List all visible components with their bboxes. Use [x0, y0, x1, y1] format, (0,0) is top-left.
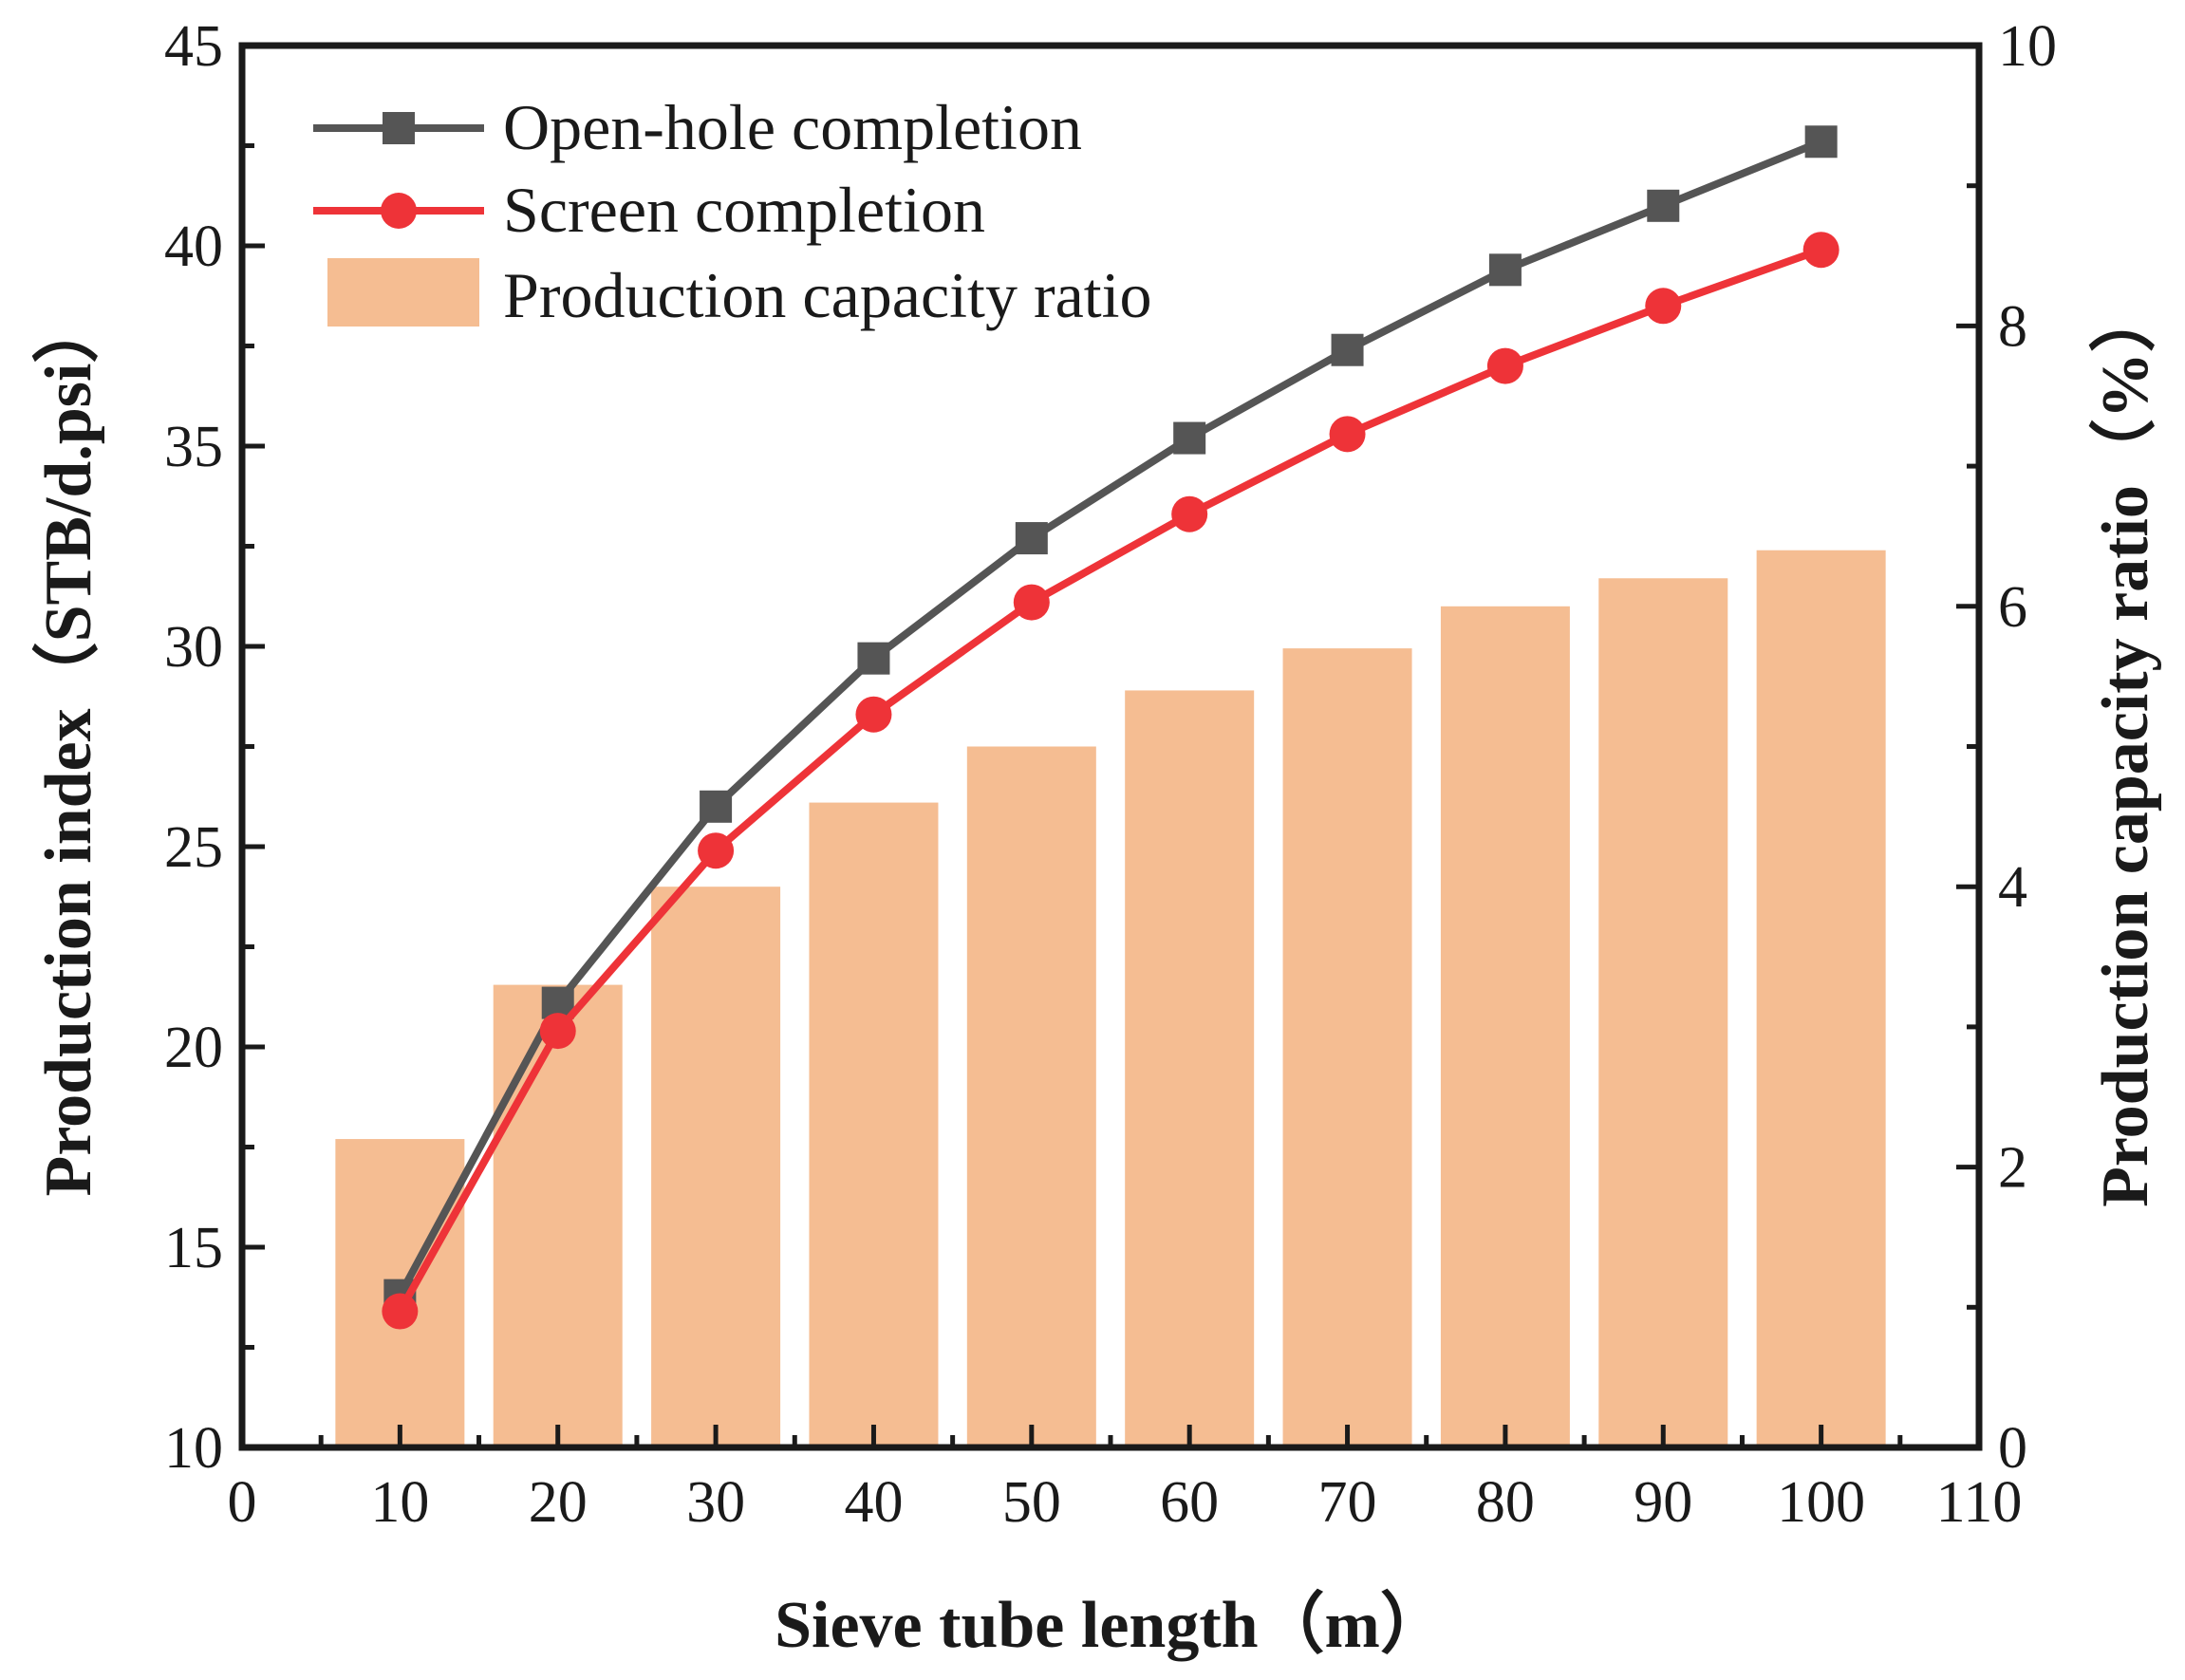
- point-circle: [1013, 584, 1050, 621]
- legend-item-open-hole: Open-hole completion: [313, 91, 1082, 163]
- y-right-tick-label: 2: [1998, 1136, 2027, 1201]
- x-tick-label: 60: [1160, 1470, 1219, 1535]
- y-axis-right-title: Production capacity ratio（%）: [2088, 286, 2162, 1207]
- y-axis-left-title: Production index（STB/d.psi）: [31, 297, 105, 1197]
- point-square: [700, 790, 733, 823]
- y-left-tick-label: 30: [164, 615, 223, 680]
- point-circle: [1645, 288, 1682, 325]
- legend-label-screen: Screen completion: [503, 174, 985, 246]
- y-right-tick-label: 4: [1998, 855, 2027, 920]
- y-right-tick-label: 0: [1998, 1416, 2027, 1481]
- legend-label-ratio: Production capacity ratio: [503, 259, 1152, 331]
- point-circle: [855, 696, 892, 733]
- y-left-tick-label: 15: [164, 1216, 223, 1280]
- bar: [1598, 578, 1728, 1447]
- y-right-tick-label: 10: [1998, 14, 2057, 79]
- point-circle: [1802, 232, 1840, 269]
- point-square: [1804, 125, 1838, 159]
- y-left-tick-label: 10: [164, 1416, 223, 1481]
- legend-label-open-hole: Open-hole completion: [503, 91, 1082, 163]
- x-tick-label: 80: [1476, 1470, 1535, 1535]
- point-square: [1647, 189, 1680, 222]
- point-circle: [1329, 416, 1366, 453]
- x-axis-title: Sieve tube length（m）: [775, 1588, 1447, 1662]
- y-left-tick-label: 20: [164, 1016, 223, 1080]
- x-tick-label: 10: [370, 1470, 429, 1535]
- series-line: [396, 138, 1823, 1297]
- point-square: [1173, 421, 1206, 455]
- x-tick-label: 0: [228, 1470, 257, 1535]
- bar: [1440, 606, 1570, 1447]
- x-tick-label: 40: [844, 1470, 903, 1535]
- point-circle: [698, 832, 735, 869]
- series-line: [396, 246, 1822, 1314]
- x-tick-label: 50: [1002, 1470, 1061, 1535]
- bar: [809, 802, 939, 1447]
- point-circle: [1486, 347, 1523, 384]
- y-left-tick-label: 45: [164, 14, 223, 79]
- point-circle: [1171, 495, 1208, 532]
- legend-marker-circle: [381, 193, 417, 229]
- point-square: [857, 642, 890, 675]
- bar: [493, 984, 623, 1447]
- x-tick-label: 100: [1777, 1470, 1865, 1535]
- y-left-tick-label: 35: [164, 415, 223, 479]
- point-square: [1331, 333, 1364, 366]
- y-right-tick-label: 8: [1998, 294, 2027, 359]
- point-square: [1015, 522, 1048, 555]
- x-tick-label: 20: [529, 1470, 588, 1535]
- bar: [1125, 690, 1255, 1447]
- point-square: [1488, 253, 1522, 287]
- y-right-tick-label: 6: [1998, 575, 2027, 640]
- legend-item-screen: Screen completion: [313, 174, 985, 246]
- ticks-layer: 0 10 20 30 40 50 60 70 80 90 100 110101520253035404…: [164, 14, 2057, 1535]
- point-circle: [539, 1013, 576, 1050]
- legend-swatch-bar: [327, 258, 479, 327]
- legend-item-ratio: Production capacity ratio: [327, 258, 1152, 331]
- bar: [651, 887, 781, 1447]
- legend: Open-hole completion Screen completion P…: [313, 91, 1152, 331]
- bar: [1282, 648, 1412, 1447]
- point-circle: [382, 1293, 419, 1330]
- y-left-tick-label: 40: [164, 215, 223, 279]
- bar: [966, 746, 1096, 1447]
- legend-marker-square: [383, 112, 415, 144]
- lines-layer: [382, 125, 1840, 1330]
- x-tick-label: 90: [1634, 1470, 1692, 1535]
- bar: [1756, 550, 1886, 1447]
- bars-layer: [335, 550, 1886, 1447]
- x-tick-label: 30: [686, 1470, 745, 1535]
- y-left-tick-label: 25: [164, 815, 223, 880]
- x-tick-label: 70: [1318, 1470, 1377, 1535]
- x-tick-label: 110: [1936, 1470, 2023, 1535]
